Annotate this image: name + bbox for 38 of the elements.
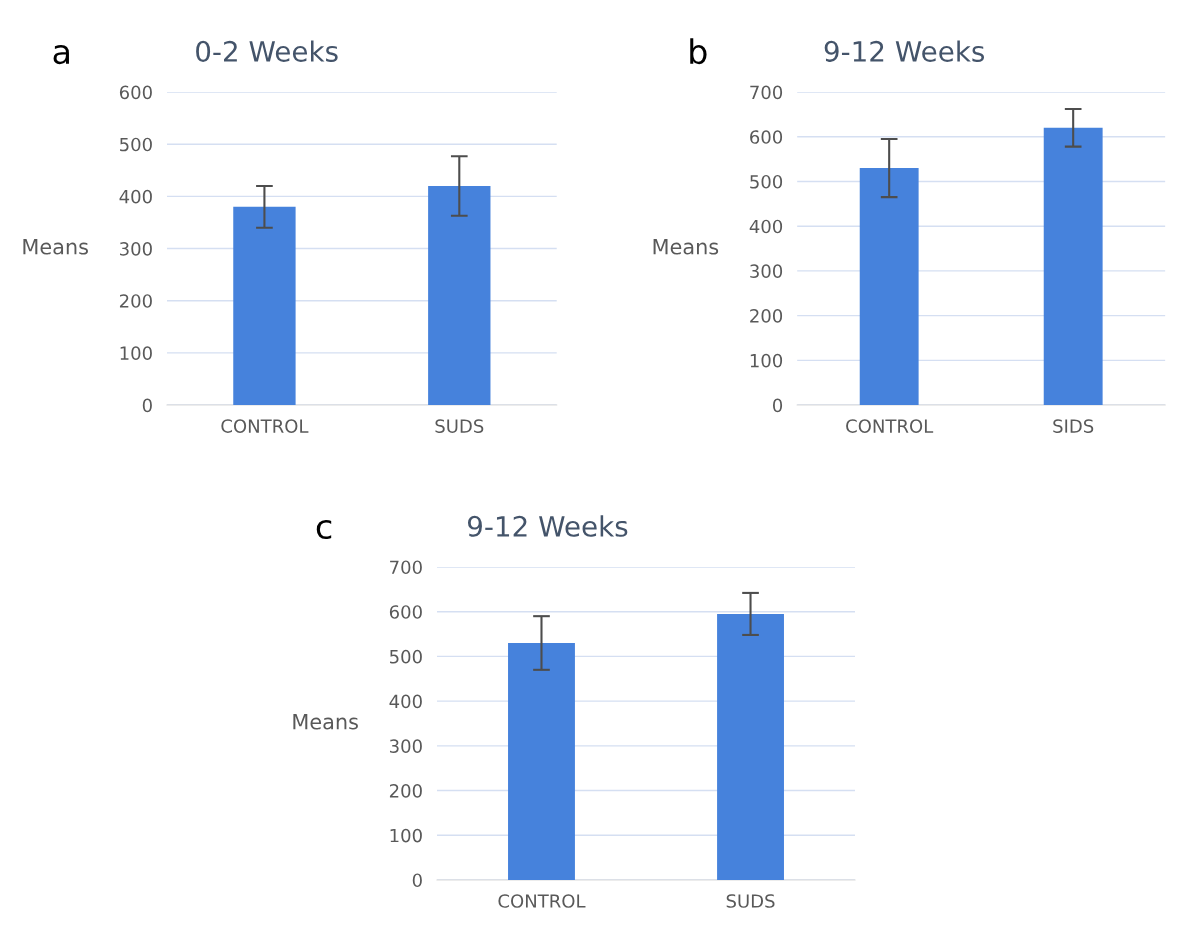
y-tick-label: 600 xyxy=(750,130,783,144)
y-axis-title: Means xyxy=(293,714,358,730)
text: c xyxy=(316,519,332,540)
y-tick-label: 300 xyxy=(120,242,152,256)
y-tick-label: 200 xyxy=(389,784,422,798)
y-tick-label: 400 xyxy=(389,694,422,709)
y-tick-label: 400 xyxy=(749,219,783,234)
y-tick-label: 600 xyxy=(389,605,422,619)
y-tick-label: 0 xyxy=(772,398,783,413)
y-tick-label: 500 xyxy=(120,137,152,152)
y-tick-label: 100 xyxy=(750,353,783,368)
y-axis-title: Means xyxy=(23,239,88,255)
y-tick-label: 300 xyxy=(750,264,783,279)
x-tick-label: SUDS xyxy=(726,894,775,908)
y-tick-label: 0 xyxy=(142,398,152,413)
y-tick-label: 200 xyxy=(750,309,783,323)
chart-title: 0-2 Weeks xyxy=(196,40,338,62)
y-tick-label: 200 xyxy=(119,294,152,308)
x-tick-label: CONTROL xyxy=(498,894,586,908)
y-axis-title: Means xyxy=(653,239,719,255)
y-tick-label: 700 xyxy=(390,560,422,575)
chart-title: 9-12 Weeks xyxy=(467,515,628,537)
y-tick-label: 100 xyxy=(390,828,422,843)
x-tick-label: CONTROL xyxy=(221,419,309,433)
y-tick-label: 0 xyxy=(412,873,422,888)
y-tick-label: 400 xyxy=(119,189,152,204)
y-tick-label: 500 xyxy=(390,649,422,664)
text: b xyxy=(690,38,707,65)
y-tick-label: 500 xyxy=(750,174,783,189)
y-tick-label: 300 xyxy=(389,739,422,753)
x-tick-label: CONTROL xyxy=(846,419,934,433)
x-tick-label: SUDS xyxy=(435,419,484,433)
y-tick-label: 600 xyxy=(119,85,152,100)
chart-title: 9-12 Weeks xyxy=(824,40,985,62)
y-tick-label: 100 xyxy=(120,346,152,360)
text: a xyxy=(53,45,69,65)
x-tick-label: SIDS xyxy=(1053,419,1094,433)
y-tick-label: 700 xyxy=(750,85,783,100)
